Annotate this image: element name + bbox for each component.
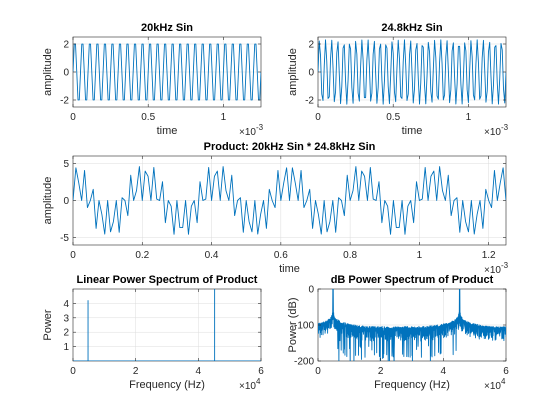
y-axis-label: Power (dB) [287,297,299,352]
y-tick-label: 5 [63,159,69,170]
y-tick-label: -2 [305,96,314,107]
series-line [318,39,506,105]
series-line [73,166,506,235]
x-tick-label: 0.6 [274,250,288,261]
y-tick-label: 0 [308,68,314,79]
y-tick-label: 2 [63,40,69,51]
x-axis-label: Frequency (Hz) [374,379,450,391]
y-tick-label: 2 [63,328,69,339]
x-tick-label: 0 [70,250,76,261]
x-exponent-label: ×104 [239,377,261,392]
y-tick-label: 0 [308,285,314,296]
x-tick-label: 2 [378,366,384,377]
x-tick-label: 0.5 [141,112,155,123]
x-axis-label: time [279,263,300,275]
y-axis-label: amplitude [42,48,54,96]
x-tick-label: 6 [258,366,264,377]
x-exponent-label: ×10-3 [239,123,264,138]
chart-title: dB Power Spectrum of Product [331,274,494,286]
plot-area [72,288,262,362]
x-tick-label: 0.4 [205,250,219,261]
y-tick-label: 2 [308,40,314,51]
x-exponent-base: ×10 [484,127,501,138]
x-exponent-base: ×10 [239,127,256,138]
chart-title: 24.8kHz Sin [381,22,442,34]
x-tick-label: 1 [466,112,472,123]
x-tick-label: 0.8 [343,250,357,261]
series-line [318,289,506,361]
y-axis-label: amplitude [42,177,54,225]
x-tick-label: 1 [221,112,227,123]
x-exponent-power: 4 [256,377,261,386]
y-tick-label: -200 [294,357,314,368]
chart-title: Linear Power Spectrum of Product [77,274,258,286]
y-axis-label: amplitude [287,48,299,96]
y-tick-label: 1 [63,342,69,353]
x-exponent-base: ×10 [239,381,256,392]
y-tick-label: -100 [294,321,314,332]
x-exponent-label: ×104 [484,377,506,392]
x-tick-label: 2 [133,366,139,377]
x-exponent-power: 4 [501,377,506,386]
series-line [73,43,261,101]
y-tick-label: -2 [60,96,69,107]
x-tick-label: 0 [315,112,321,123]
x-exponent-base: ×10 [484,265,501,276]
x-exponent-label: ×10-3 [484,261,509,276]
y-tick-label: 3 [63,313,69,324]
chart-title: Product: 20kHz Sin * 24.8kHz Sin [204,141,376,153]
x-tick-label: 6 [503,366,509,377]
y-tick-label: 0 [63,68,69,79]
x-tick-label: 0 [315,366,321,377]
x-exponent-power: -3 [501,261,509,270]
x-exponent-power: -3 [501,123,509,132]
x-tick-label: 0 [70,112,76,123]
x-exponent-base: ×10 [484,381,501,392]
series-line [73,289,261,361]
x-tick-label: 4 [441,366,447,377]
x-axis-label: time [402,125,423,137]
x-exponent-label: ×10-3 [484,123,509,138]
x-tick-label: 0.5 [386,112,400,123]
x-axis-label: time [157,125,178,137]
chart-title: 20kHz Sin [141,22,193,34]
y-tick-label: 4 [63,299,69,310]
x-tick-label: 0.2 [135,250,149,261]
x-axis-label: Frequency (Hz) [129,379,205,391]
x-tick-label: 4 [196,366,202,377]
x-tick-label: 0 [70,366,76,377]
grid [73,289,261,361]
x-tick-label: 1.2 [482,250,496,261]
y-tick-label: 0 [63,196,69,207]
y-tick-label: -5 [60,233,69,244]
x-exponent-power: -3 [256,123,264,132]
y-axis-label: Power [42,309,54,341]
x-tick-label: 1 [417,250,423,261]
